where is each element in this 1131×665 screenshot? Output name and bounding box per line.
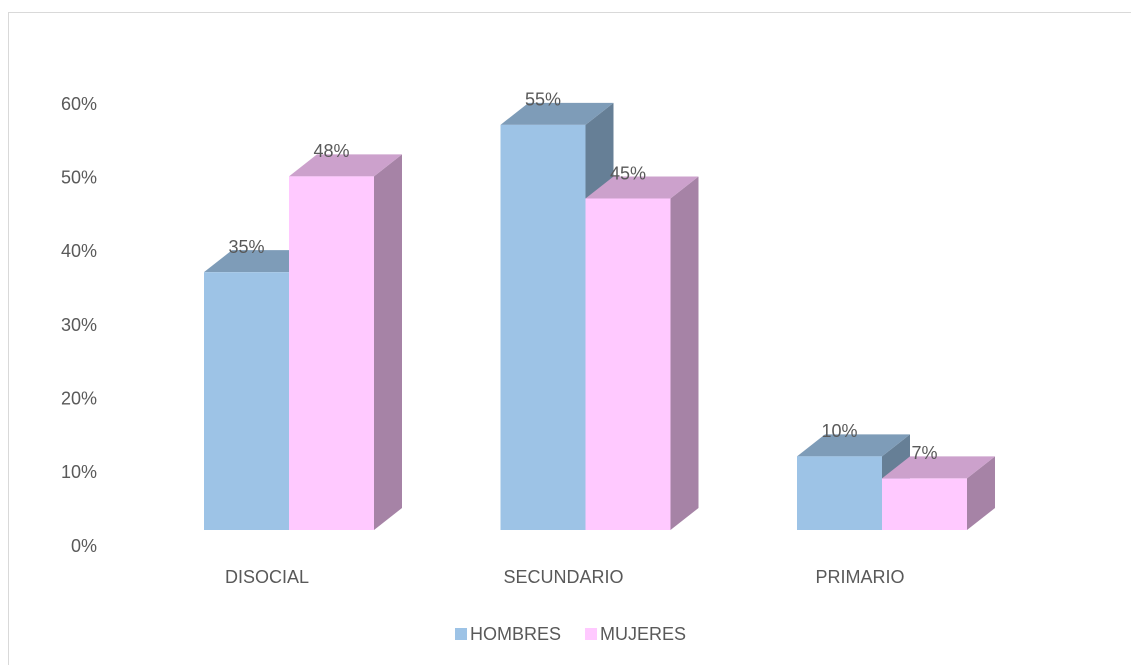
bar-front	[500, 124, 586, 530]
data-label: 35%	[228, 237, 264, 257]
bar-front	[585, 198, 671, 530]
data-label: 45%	[610, 163, 646, 183]
x-tick-label: DISOCIAL	[225, 567, 309, 587]
y-tick-label: 60%	[61, 94, 97, 114]
legend-label: HOMBRES	[470, 624, 561, 644]
data-label: 10%	[821, 421, 857, 441]
bar-top	[882, 456, 995, 479]
bar-front	[797, 456, 882, 530]
data-label: 7%	[911, 443, 937, 463]
bar-side	[670, 176, 699, 530]
x-tick-label: SECUNDARIO	[503, 567, 623, 587]
legend-swatch	[455, 628, 467, 640]
bar-top	[797, 434, 910, 457]
legend-label: MUJERES	[600, 624, 686, 644]
bar-top	[289, 154, 402, 177]
legend-swatch	[585, 628, 598, 640]
bar-side	[374, 154, 402, 530]
bar	[882, 456, 995, 530]
y-tick-label: 50%	[61, 167, 97, 187]
bar-side	[967, 456, 995, 530]
bar-front	[289, 176, 374, 530]
y-tick-label: 0%	[71, 536, 97, 556]
bar-front	[882, 478, 967, 530]
y-tick-label: 30%	[61, 315, 97, 335]
y-tick-label: 10%	[61, 462, 97, 482]
bar	[289, 154, 402, 530]
bar-top	[585, 176, 699, 199]
data-label: 55%	[525, 90, 561, 110]
y-tick-label: 20%	[61, 388, 97, 408]
bar-top	[204, 250, 317, 273]
bar	[585, 176, 699, 530]
x-tick-label: PRIMARIO	[815, 567, 904, 587]
bar-top	[500, 102, 614, 125]
y-tick-label: 40%	[61, 241, 97, 261]
data-label: 48%	[313, 141, 349, 161]
bar-front	[204, 272, 289, 530]
